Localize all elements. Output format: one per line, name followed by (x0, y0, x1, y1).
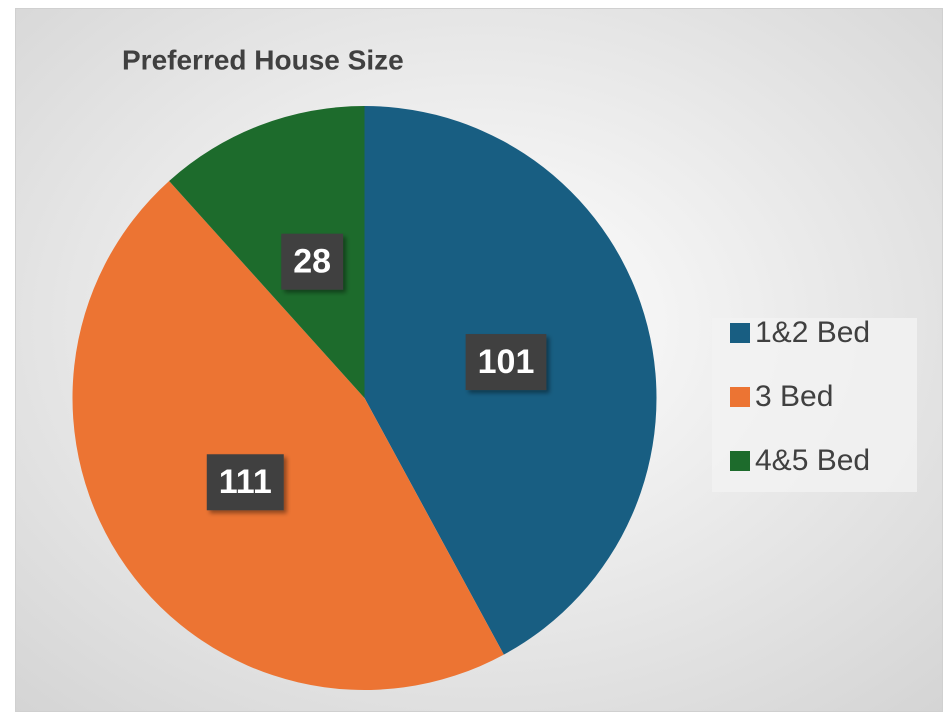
legend-label: 4&5 Bed (755, 444, 870, 477)
legend-label: 1&2 Bed (755, 316, 870, 349)
data-label: 101 (478, 343, 535, 381)
data-label: 111 (219, 463, 272, 501)
data-label: 28 (293, 243, 331, 281)
legend-label: 3 Bed (755, 380, 833, 413)
pie-slice (72, 181, 504, 691)
pie-slice (169, 106, 365, 398)
data-label-box (206, 454, 284, 511)
data-label-box (465, 334, 547, 391)
legend-swatch (730, 387, 750, 407)
data-label-box (281, 233, 344, 290)
legend-swatch (730, 451, 750, 471)
legend-swatch (730, 323, 750, 343)
chart-title: Preferred House Size (122, 44, 404, 75)
